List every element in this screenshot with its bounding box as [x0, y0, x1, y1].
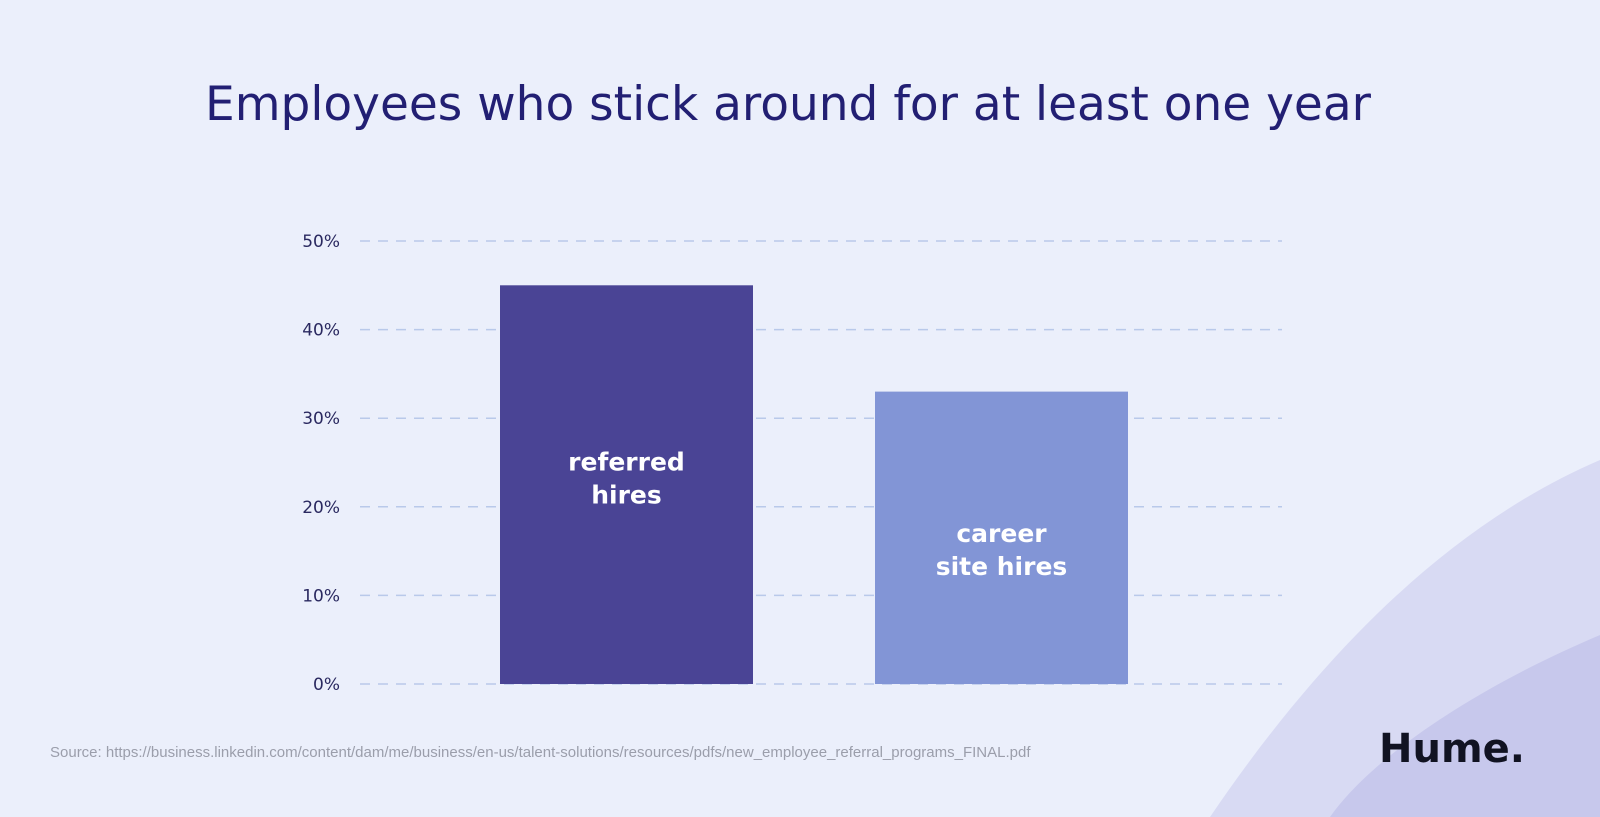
y-tick-label: 20% — [302, 498, 340, 518]
y-tick-label: 0% — [313, 675, 340, 695]
y-tick-label: 50% — [302, 232, 340, 252]
y-tick-label: 10% — [302, 586, 340, 606]
bar-label: career site hires — [936, 519, 1068, 581]
bar-career-site-hires — [875, 391, 1128, 684]
source-note: Source: https://business.linkedin.com/co… — [50, 744, 1031, 761]
bar-label: referred hires — [568, 448, 685, 510]
y-tick-label: 30% — [302, 409, 340, 429]
hume-logo: Hume. — [1379, 726, 1525, 772]
chart-title: Employees who stick around for at least … — [205, 77, 1372, 132]
background-wave-dark — [1330, 635, 1600, 817]
bar-referred-hires — [500, 285, 753, 684]
y-tick-label: 40% — [302, 321, 340, 341]
